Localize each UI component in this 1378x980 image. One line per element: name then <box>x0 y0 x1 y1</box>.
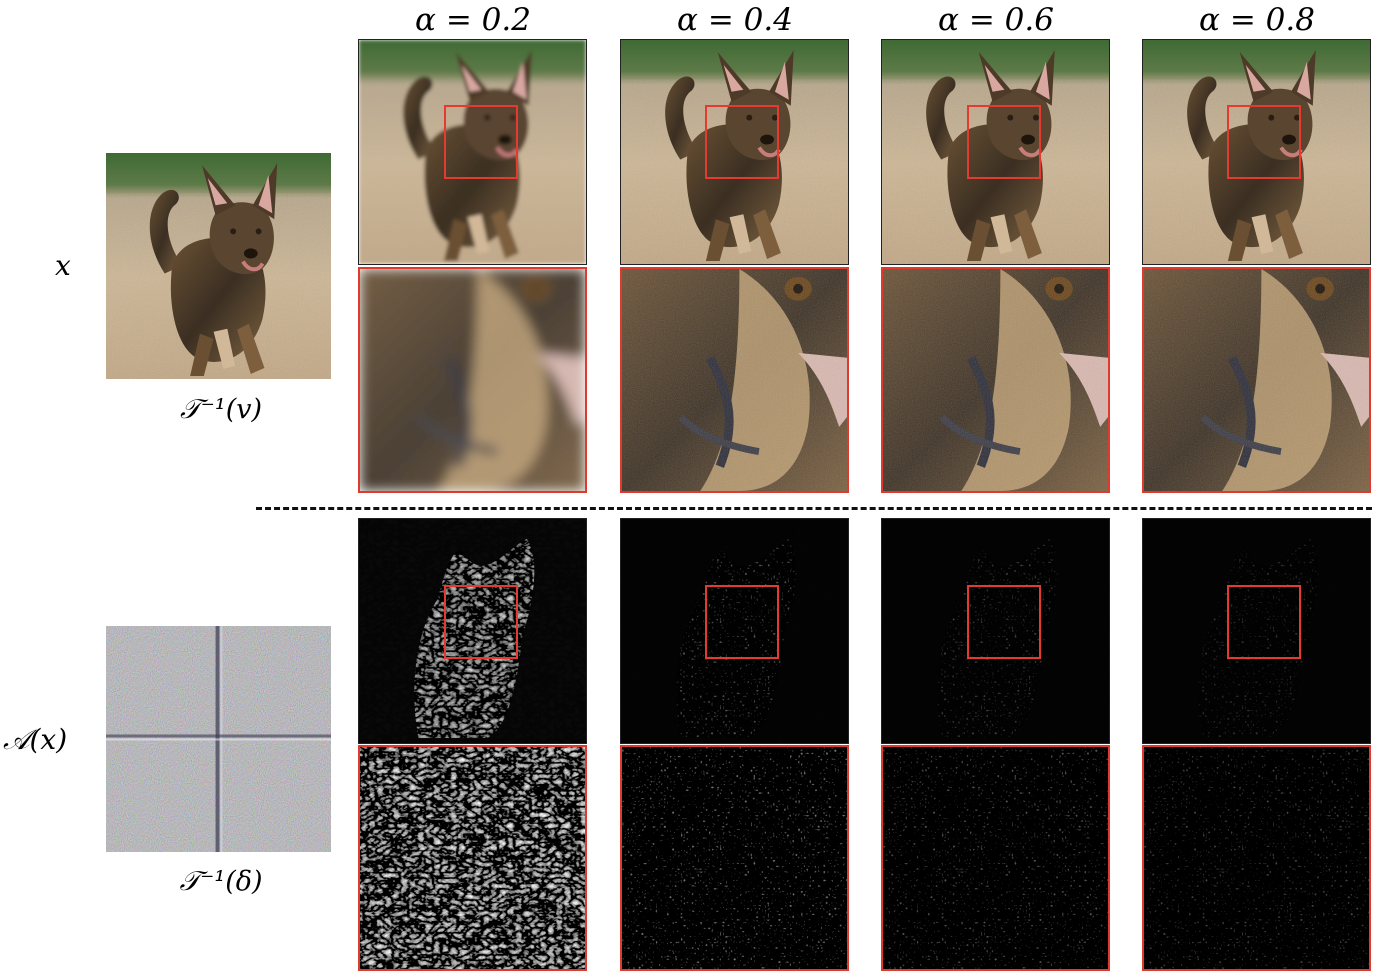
zoom-crop-alpha-0.2 <box>358 267 587 493</box>
attribution-zoom-alpha-0.8 <box>1142 745 1371 971</box>
column-label-alpha-0.2: α = 0.2 <box>415 2 531 38</box>
attribution-map-alpha-0.8 <box>1142 518 1371 744</box>
reconstruction-alpha-0.4 <box>620 39 849 265</box>
attribution-map-alpha-0.4 <box>620 518 849 744</box>
dashed-divider <box>256 507 1372 510</box>
row-label-input: x <box>55 249 71 282</box>
roi-box <box>1227 105 1301 179</box>
column-label-alpha-0.8: α = 0.8 <box>1199 2 1315 38</box>
roi-box <box>444 105 518 179</box>
column-label-alpha-0.6: α = 0.6 <box>938 2 1054 38</box>
roi-box <box>705 585 779 659</box>
caption-inverse-delta: 𝒯⁻¹(δ) <box>179 866 263 897</box>
reconstruction-alpha-0.8 <box>1142 39 1371 265</box>
attribution-map-alpha-0.2 <box>358 518 587 744</box>
zoom-crop-alpha-0.6 <box>881 267 1110 493</box>
roi-box <box>1227 585 1301 659</box>
reconstruction-alpha-0.2 <box>358 39 587 265</box>
zoom-crop-alpha-0.4 <box>620 267 849 493</box>
roi-box <box>705 105 779 179</box>
roi-box <box>967 585 1041 659</box>
reconstruction-alpha-0.6 <box>881 39 1110 265</box>
column-label-alpha-0.4: α = 0.4 <box>677 2 793 38</box>
attribution-zoom-alpha-0.6 <box>881 745 1110 971</box>
row-label-attribution: 𝒜(x) <box>3 723 68 756</box>
attribution-zoom-alpha-0.4 <box>620 745 849 971</box>
input-dog-image <box>106 153 331 379</box>
roi-box <box>444 585 518 659</box>
attribution-zoom-alpha-0.2 <box>358 745 587 971</box>
attribution-map-alpha-0.6 <box>881 518 1110 744</box>
roi-box <box>967 105 1041 179</box>
fourier-noise-image <box>106 626 331 852</box>
caption-inverse-v: 𝒯⁻¹(v) <box>179 394 263 425</box>
zoom-crop-alpha-0.8 <box>1142 267 1371 493</box>
